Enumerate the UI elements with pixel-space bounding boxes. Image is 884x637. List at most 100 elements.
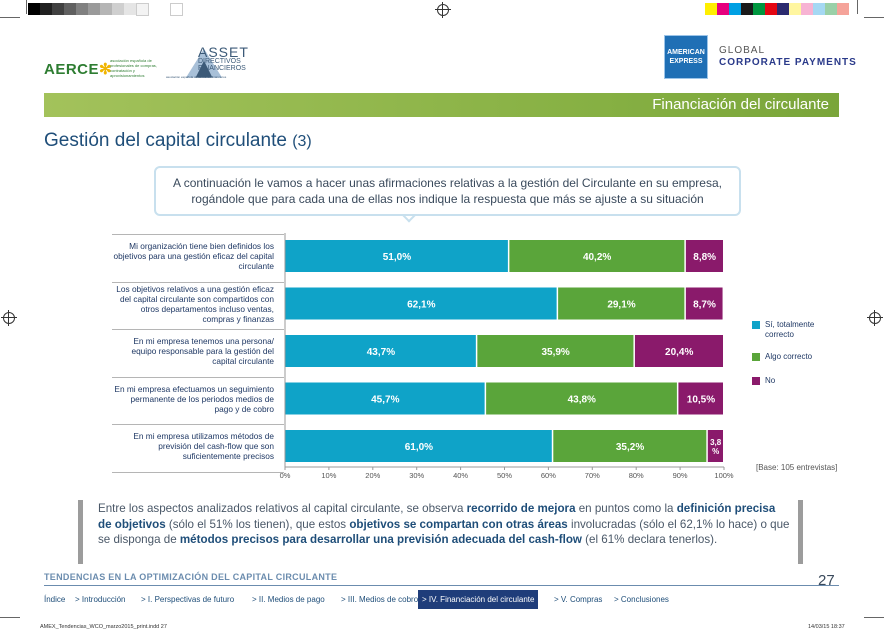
- crop-mark: [26, 0, 27, 14]
- nav-label: Introducción: [81, 595, 126, 604]
- bar-segment: [634, 335, 723, 367]
- legend-item: No: [752, 376, 829, 386]
- legend-swatch: [752, 353, 760, 361]
- american-express-logo: AMERICAN EXPRESS: [664, 35, 708, 79]
- crop-mark: [857, 0, 858, 14]
- question-bubble: A continuación le vamos a hacer unas afi…: [154, 166, 741, 216]
- legend-swatch: [752, 321, 760, 329]
- bar-data-label: 61,0%: [405, 442, 433, 453]
- bar-segment: [678, 382, 723, 415]
- nav-item-3[interactable]: > I. Perspectivas de futuro: [141, 590, 234, 609]
- x-tick-label: 80%: [629, 471, 644, 480]
- category-separator: [112, 329, 284, 330]
- x-tick-label: 10%: [321, 471, 336, 480]
- bar-segment: [558, 287, 685, 320]
- nav-item-8[interactable]: > Conclusiones: [614, 590, 669, 609]
- nav-label: III. Medios de cobro: [347, 595, 419, 604]
- x-tick-label: 100%: [714, 471, 734, 480]
- category-label: Mi organización tiene bien definidos los…: [113, 241, 274, 271]
- x-tick-label: 0%: [280, 471, 291, 480]
- bar-segment: [477, 335, 634, 367]
- nav-arrow: >: [554, 595, 561, 604]
- registration-mark-right: [867, 310, 883, 326]
- bar-data-label: 40,2%: [583, 252, 611, 263]
- x-tick-label: 50%: [497, 471, 512, 480]
- asset-tagline: asociación española de directivos financ…: [166, 75, 227, 79]
- nav-label: V. Compras: [560, 595, 603, 604]
- x-tick-label: 20%: [365, 471, 380, 480]
- legend-swatch: [752, 377, 760, 385]
- page-title: Gestión del capital circulante (3): [44, 130, 312, 151]
- nav-item-7[interactable]: > V. Compras: [554, 590, 602, 609]
- category-separator: [112, 471, 284, 473]
- bar-data-label: %: [712, 447, 719, 456]
- legend-item: Algo correcto: [752, 352, 829, 362]
- category-label: En mi empresa tenemos una persona/ equip…: [131, 336, 274, 366]
- asset-logo-name: ASSET: [198, 44, 249, 60]
- global-label: GLOBAL: [719, 45, 766, 56]
- nav-label: Índice: [44, 595, 66, 604]
- bar-data-label: 10,5%: [687, 395, 715, 406]
- bar-segment: [685, 240, 723, 272]
- nav-item-1[interactable]: Índice: [44, 590, 65, 609]
- legend-label: Sí, totalmente correcto: [765, 320, 815, 339]
- bar-data-label: 8,7%: [693, 300, 716, 311]
- legend-item: Sí, totalmente correcto: [752, 320, 829, 340]
- conclusion-bar-left: [78, 500, 83, 564]
- registration-mark-left: [1, 310, 17, 326]
- category-label: En mi empresa utilizamos métodos de prev…: [133, 431, 274, 461]
- base-note: [Base: 105 entrevistas]: [756, 463, 838, 472]
- corporate-payments-label: CORPORATE PAYMENTS: [719, 57, 857, 68]
- bar-segment: [285, 382, 485, 415]
- nav-item-6[interactable]: > IV. Financiación del circulante: [418, 590, 539, 609]
- asset-logo-subtitle: DIRECTIVOS FINANCIEROS: [198, 58, 246, 72]
- nav-arrow: >: [422, 595, 429, 604]
- crop-mark: [0, 17, 20, 18]
- category-separator: [112, 376, 284, 378]
- legend-label: No: [765, 376, 776, 385]
- category-separator: [112, 424, 284, 425]
- bar-segment: [486, 382, 677, 415]
- bar-data-label: 43,8%: [568, 395, 596, 406]
- bar-segment: [285, 335, 476, 367]
- nav-arrow: >: [141, 595, 148, 604]
- nav-item-2[interactable]: > Introducción: [75, 590, 126, 609]
- print-slug-date: 14/03/15 18:37: [808, 624, 845, 630]
- bar-data-label: 43,7%: [367, 347, 395, 358]
- nav-arrow: >: [75, 595, 82, 604]
- amex-line-2: EXPRESS: [669, 58, 703, 65]
- bar-segment: [285, 287, 557, 320]
- x-tick-label: 90%: [673, 471, 688, 480]
- crop-mark: [0, 617, 20, 618]
- aerce-logo: AERCE✻: [44, 61, 113, 78]
- nav-arrow: >: [252, 595, 259, 604]
- bar-data-label: 45,7%: [371, 395, 399, 406]
- asset-logo-icon: [186, 48, 222, 78]
- nav-item-5[interactable]: > III. Medios de cobro: [341, 590, 418, 609]
- section-header-bar: Financiación del circulante: [44, 93, 839, 117]
- nav-item-4[interactable]: > II. Medios de pago: [252, 590, 325, 609]
- bar-data-label: 62,1%: [407, 300, 435, 311]
- amex-line-1: AMERICAN: [667, 49, 705, 56]
- bar-data-label: 51,0%: [383, 252, 411, 263]
- conclusion-text: Entre los aspectos analizados relativos …: [98, 502, 790, 546]
- x-tick-label: 60%: [541, 471, 556, 480]
- nav-label: Conclusiones: [620, 595, 669, 604]
- crop-mark: [864, 617, 884, 618]
- bar-data-label: 29,1%: [607, 300, 635, 311]
- x-tick-label: 70%: [585, 471, 600, 480]
- bar-segment: [553, 430, 707, 462]
- bar-data-label: 35,2%: [616, 442, 644, 453]
- bar-segment: [285, 240, 508, 272]
- nav-arrow: >: [614, 595, 621, 604]
- footer-divider: [44, 585, 839, 586]
- conclusion-bar-right: [798, 500, 803, 564]
- page-number: 27: [818, 572, 835, 589]
- legend-label: Algo correcto: [765, 352, 813, 361]
- registration-mark-top: [435, 2, 451, 18]
- bar-data-label: 3,8: [710, 438, 722, 447]
- bar-segment: [707, 430, 723, 462]
- category-separator: [112, 234, 284, 235]
- section-title: Financiación del circulante: [652, 96, 829, 113]
